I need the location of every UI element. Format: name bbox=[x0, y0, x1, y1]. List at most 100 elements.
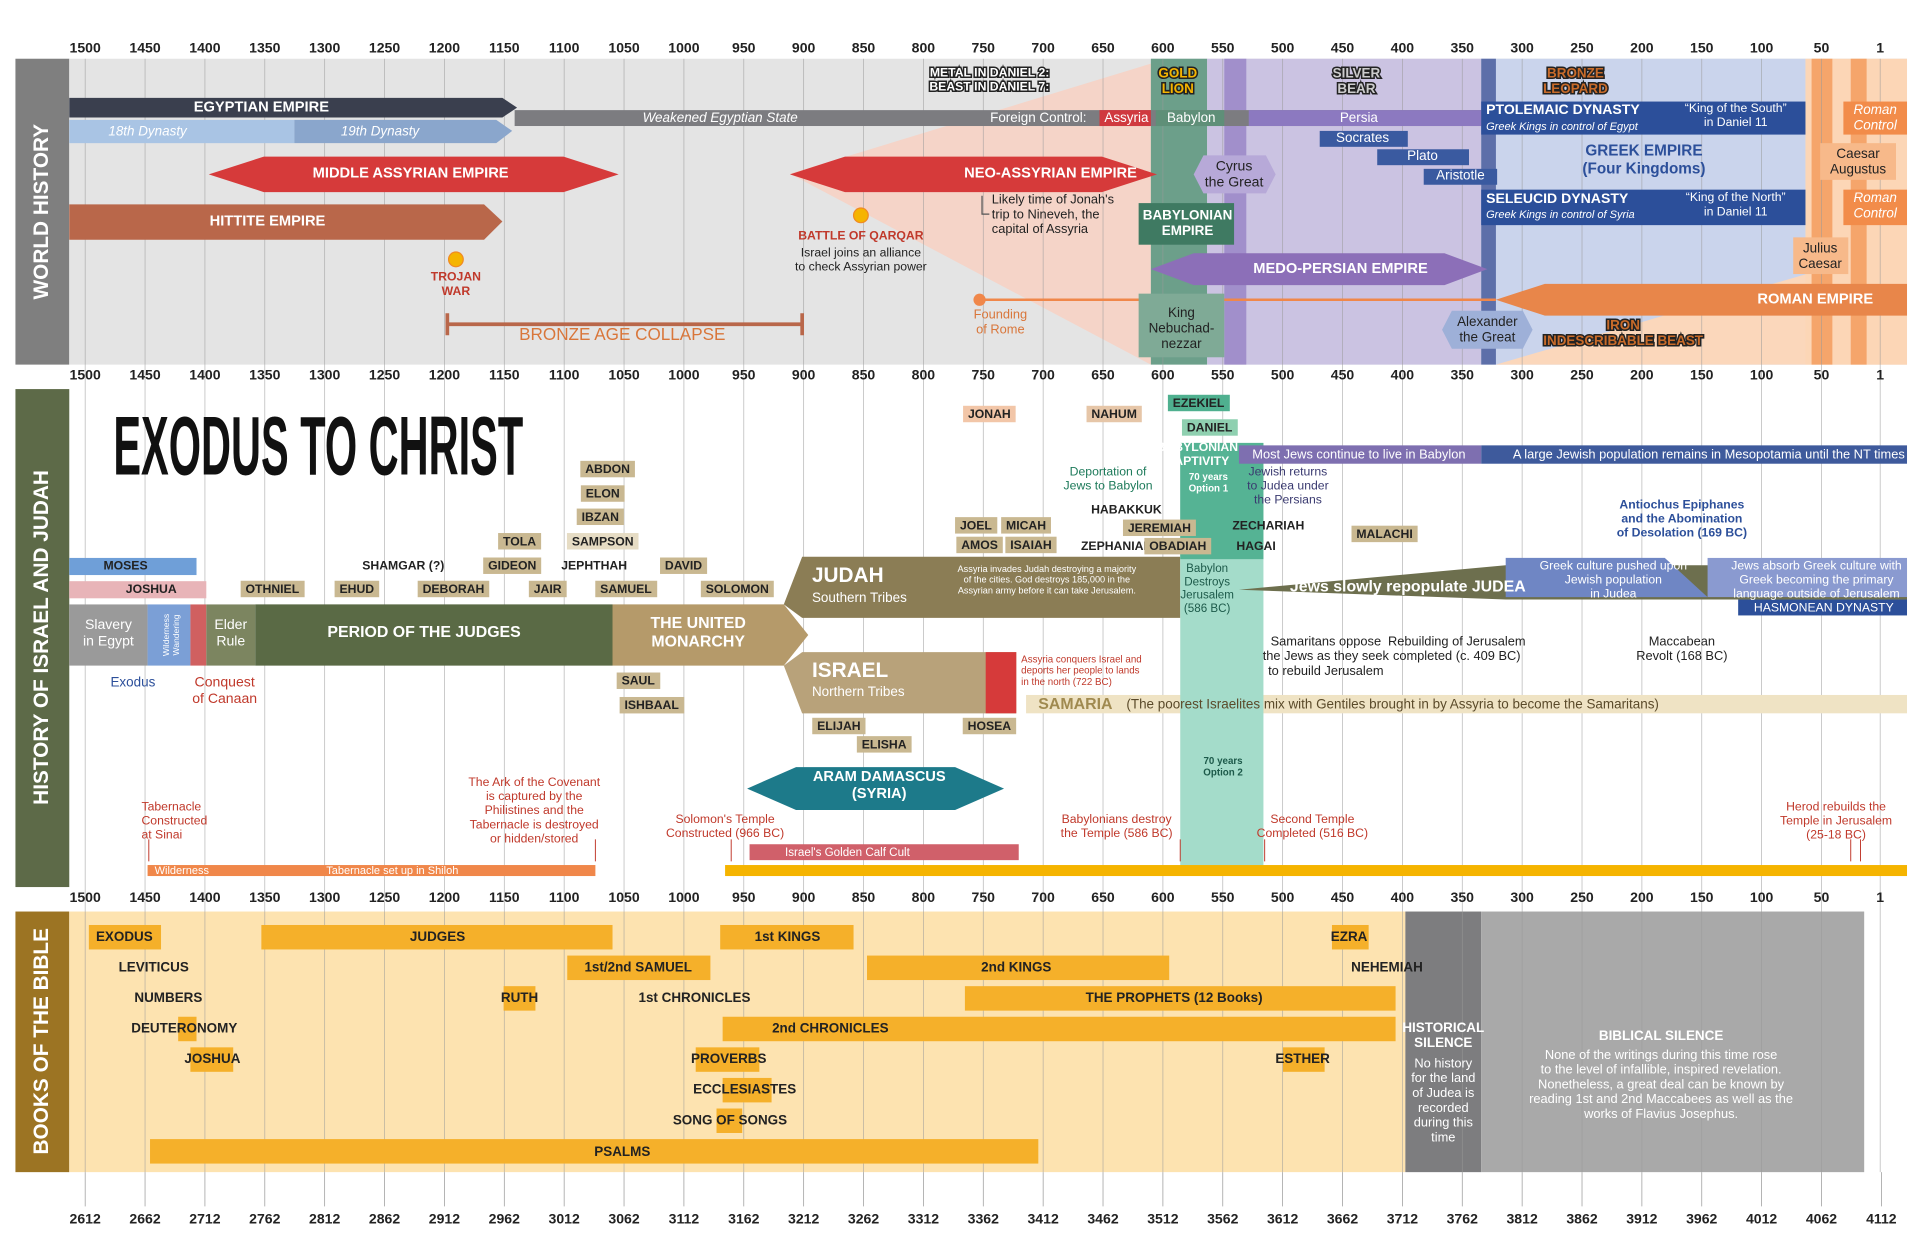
axis-label: 1200 bbox=[429, 889, 460, 905]
label: IRON INDESCRIBABLE BEAST bbox=[1543, 317, 1704, 347]
label-line: IRON bbox=[1606, 317, 1640, 332]
axis-label: 200 bbox=[1630, 40, 1654, 56]
label-line: reading 1st and 2nd Maccabees as well as… bbox=[1529, 1092, 1793, 1107]
label: BABYLONIAN CAPTIVITY bbox=[1157, 440, 1238, 468]
label: Greek Kings in control of Syria bbox=[1486, 209, 1635, 221]
label: JONAH bbox=[968, 407, 1011, 421]
book-bar bbox=[722, 1077, 772, 1103]
axis-label: 250 bbox=[1570, 40, 1594, 56]
label-background bbox=[566, 533, 639, 550]
label-line: Option 2 bbox=[1203, 767, 1243, 778]
label-line: “King of the South” bbox=[1685, 101, 1787, 115]
axis-label: 850 bbox=[852, 366, 876, 382]
axis-label: 700 bbox=[1031, 366, 1055, 382]
label-background bbox=[956, 536, 1003, 554]
label-line: WAR bbox=[442, 284, 471, 298]
label: SELEUCID DYNASTY bbox=[1486, 190, 1629, 206]
section-band bbox=[15, 58, 70, 365]
label-line: The Ark of the Covenant bbox=[468, 775, 600, 789]
label: MICAH bbox=[1006, 518, 1046, 532]
axis-label: 850 bbox=[852, 889, 876, 905]
axis-label: 650 bbox=[1091, 889, 1115, 905]
label: King Nebuchad-nezzar bbox=[1149, 305, 1215, 351]
label: GOLD LION bbox=[1158, 65, 1197, 95]
label-line: Conquest bbox=[195, 673, 255, 689]
axis-label: 800 bbox=[912, 889, 936, 905]
label: Tabernacle set up in Shiloh bbox=[326, 865, 458, 877]
axis-label: 200 bbox=[1630, 889, 1654, 905]
axis-label: 2762 bbox=[249, 1211, 280, 1227]
block bbox=[1099, 110, 1151, 127]
axis-label: 1050 bbox=[608, 366, 639, 382]
label-line: for the land bbox=[1411, 1071, 1475, 1086]
axis-label: 3062 bbox=[608, 1211, 639, 1227]
label-line: or hidden/stored bbox=[490, 832, 579, 846]
axis-label: 1000 bbox=[668, 889, 699, 905]
label: Antiochus Epiphanes and the Abomination of… bbox=[1617, 498, 1747, 540]
label: ROMAN EMPIRE bbox=[1757, 292, 1873, 308]
axis-label: 3412 bbox=[1028, 1211, 1059, 1227]
axis-label: 1450 bbox=[129, 40, 160, 56]
label-line: to check Assyrian power bbox=[795, 260, 927, 274]
label: NUMBERS bbox=[134, 990, 202, 1005]
labels: EXODUS TO CHRIST WORLD HISTORY HISTORY O… bbox=[30, 40, 1905, 1227]
label-line: GOLD bbox=[1158, 65, 1197, 80]
axis-label: 250 bbox=[1570, 889, 1594, 905]
label: Jews slowly repopulate JUDEA bbox=[1290, 578, 1526, 595]
label: Slavery in Egypt bbox=[83, 616, 134, 648]
label-line: No history bbox=[1414, 1056, 1472, 1071]
event-marker bbox=[973, 293, 986, 306]
axis-label: 1350 bbox=[249, 40, 280, 56]
label-line: Constructed (966 BC) bbox=[666, 826, 784, 840]
block bbox=[1319, 130, 1408, 147]
block bbox=[206, 604, 256, 666]
page-title: EXODUS TO CHRIST bbox=[113, 400, 523, 493]
axis-label: 1250 bbox=[369, 40, 400, 56]
shape bbox=[69, 97, 518, 118]
label: WildernessWandering bbox=[161, 614, 181, 656]
axis-label: 600 bbox=[1151, 889, 1175, 905]
label-background bbox=[1144, 537, 1212, 555]
section-label: BOOKS OF THE BIBLE bbox=[30, 928, 53, 1155]
label-line: Roman bbox=[1854, 102, 1897, 117]
label: Babylon bbox=[1167, 110, 1216, 125]
axis-label: 1400 bbox=[189, 889, 220, 905]
axis-label: 400 bbox=[1391, 366, 1415, 382]
label: Southern Tribes bbox=[812, 590, 907, 605]
axis-label: 700 bbox=[1031, 889, 1055, 905]
axis-label: 550 bbox=[1211, 889, 1235, 905]
biblical-silence bbox=[1481, 911, 1865, 1173]
axis-label: 4112 bbox=[1866, 1211, 1897, 1227]
label-line: Jerusalem bbox=[1180, 589, 1234, 602]
book-bar bbox=[720, 924, 854, 950]
label-background bbox=[700, 580, 774, 598]
label: SAMUEL bbox=[600, 582, 652, 596]
shape bbox=[208, 156, 619, 193]
label-line: Founding bbox=[974, 307, 1028, 322]
book-bar bbox=[1331, 924, 1369, 950]
label: NAHUM bbox=[1091, 407, 1136, 421]
axis-label: 50 bbox=[1814, 40, 1830, 56]
label-line: “King of the North” bbox=[1686, 190, 1786, 204]
label: Alexander the Great bbox=[1457, 313, 1518, 343]
label-line: recorded bbox=[1418, 1100, 1469, 1115]
label-line: CAPTIVITY bbox=[1165, 454, 1229, 468]
label: SOLOMON bbox=[706, 582, 769, 596]
label-line: Rebuilding of Jerusalem bbox=[1388, 634, 1526, 649]
axis-label: 800 bbox=[912, 366, 936, 382]
axis-label: 1150 bbox=[489, 366, 520, 382]
axis-label: 600 bbox=[1151, 40, 1175, 56]
label: EXODUS bbox=[96, 929, 153, 944]
label-line: BRONZE bbox=[1547, 65, 1604, 80]
label-line: GREEK EMPIRE bbox=[1585, 143, 1702, 160]
label-background bbox=[1086, 405, 1142, 423]
label: Julius Caesar bbox=[1798, 240, 1842, 270]
axis-label: 3112 bbox=[669, 1211, 700, 1227]
label: GIDEON bbox=[488, 559, 536, 573]
axis-label: 300 bbox=[1510, 889, 1534, 905]
label: MALACHI bbox=[1356, 527, 1412, 541]
label-background bbox=[619, 696, 685, 714]
axis-label: 1400 bbox=[189, 40, 220, 56]
label-line: Tabernacle is destroyed bbox=[470, 818, 599, 832]
label-line: Temple in Jerusalem bbox=[1780, 814, 1892, 828]
